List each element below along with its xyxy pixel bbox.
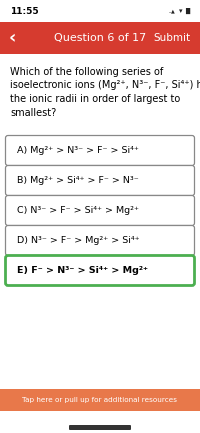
Text: E) F⁻ > N³⁻ > Si⁴⁺ > Mg²⁺: E) F⁻ > N³⁻ > Si⁴⁺ > Mg²⁺	[17, 266, 148, 275]
FancyBboxPatch shape	[0, 389, 200, 411]
Text: 11:55: 11:55	[10, 6, 39, 16]
Text: Submit: Submit	[153, 33, 190, 43]
Text: Question 6 of 17: Question 6 of 17	[54, 33, 146, 43]
Text: ..▲: ..▲	[168, 9, 175, 13]
FancyBboxPatch shape	[6, 196, 194, 226]
Text: ▉: ▉	[185, 8, 190, 14]
Text: ‹: ‹	[8, 29, 16, 47]
Text: the ionic radii in order of largest to: the ionic radii in order of largest to	[10, 94, 180, 104]
FancyBboxPatch shape	[6, 226, 194, 255]
FancyBboxPatch shape	[69, 425, 131, 430]
Text: isoelectronic ions (Mg²⁺, N³⁻, F⁻, Si⁴⁺) has: isoelectronic ions (Mg²⁺, N³⁻, F⁻, Si⁴⁺)…	[10, 81, 200, 90]
Text: Which of the following series of: Which of the following series of	[10, 67, 163, 77]
FancyBboxPatch shape	[6, 165, 194, 196]
Text: ▾: ▾	[179, 8, 182, 14]
Text: smallest?: smallest?	[10, 107, 56, 117]
Text: C) N³⁻ > F⁻ > Si⁴⁺ > Mg²⁺: C) N³⁻ > F⁻ > Si⁴⁺ > Mg²⁺	[17, 206, 139, 215]
Text: D) N³⁻ > F⁻ > Mg²⁺ > Si⁴⁺: D) N³⁻ > F⁻ > Mg²⁺ > Si⁴⁺	[17, 236, 140, 245]
FancyBboxPatch shape	[6, 136, 194, 165]
Text: Tap here or pull up for additional resources: Tap here or pull up for additional resou…	[22, 397, 178, 403]
Text: A) Mg²⁺ > N³⁻ > F⁻ > Si⁴⁺: A) Mg²⁺ > N³⁻ > F⁻ > Si⁴⁺	[17, 146, 139, 155]
Text: B) Mg²⁺ > Si⁴⁺ > F⁻ > N³⁻: B) Mg²⁺ > Si⁴⁺ > F⁻ > N³⁻	[17, 176, 139, 185]
FancyBboxPatch shape	[6, 255, 194, 285]
FancyBboxPatch shape	[0, 22, 200, 54]
